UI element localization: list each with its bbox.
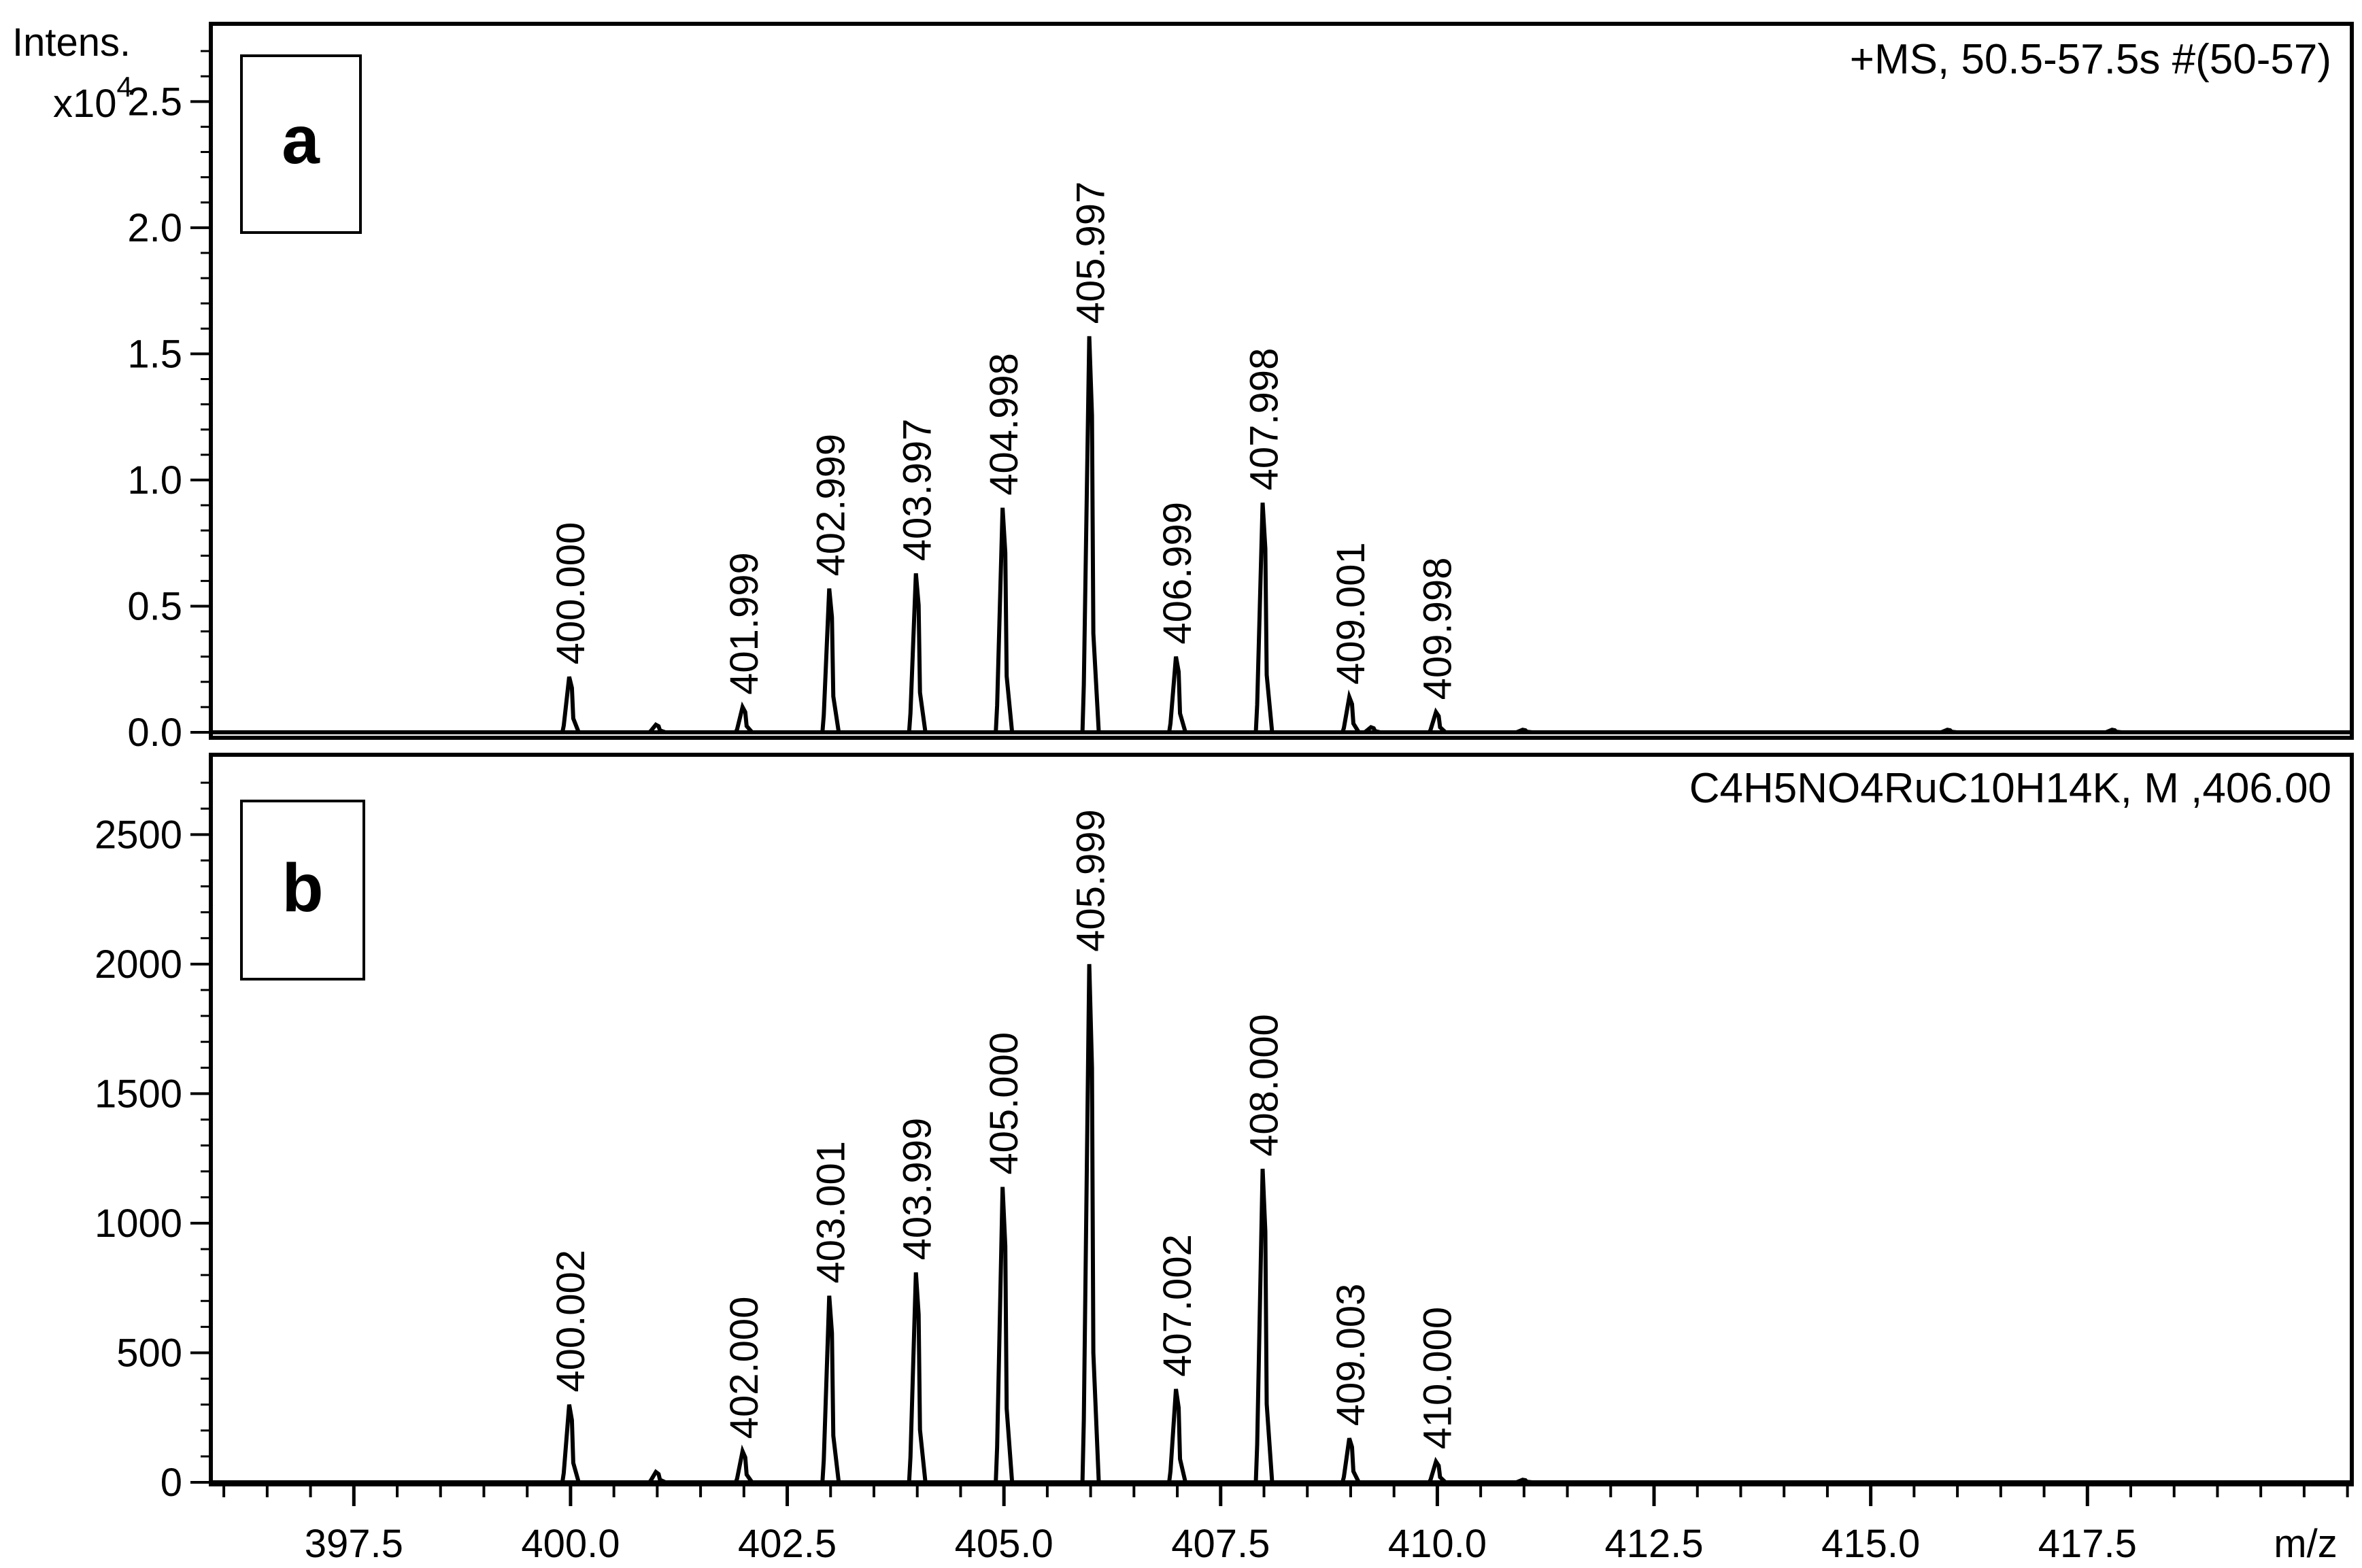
peak-label: 407.002: [1155, 1234, 1200, 1377]
peak-label: 405.999: [1069, 809, 1113, 952]
y-axis-scale-exponent: 4: [117, 71, 133, 103]
x-tick-label: 412.5: [1604, 1522, 1703, 1566]
y-tick-label: 1.5: [127, 332, 182, 376]
peak: [2104, 728, 2122, 734]
x-tick-label: 400.0: [521, 1522, 620, 1566]
x-axis: 397.5 400.0 402.5 405.0 407.5 410.0 412.5 415.0…: [222, 1484, 2349, 1566]
x-tick-label: 410.0: [1388, 1522, 1487, 1566]
y-axes: 0.0 0.5 1.0 1.5 2.0 2.5 0 500 1000 1500 2000 2500: [95, 50, 211, 1505]
x-axis-label: m/z: [2274, 1522, 2337, 1566]
y-axis-label-intensity: Intens.: [12, 20, 131, 65]
peak-label: 405.997: [1069, 182, 1113, 324]
y-tick-label: 0.5: [127, 584, 182, 628]
peak-label: 403.997: [896, 419, 940, 562]
peak-label: 404.998: [982, 353, 1026, 496]
peak: [820, 1295, 841, 1483]
peak-label: 400.002: [549, 1250, 593, 1393]
peak-label: 407.998: [1243, 348, 1287, 491]
peak-label: 403.999: [896, 1118, 940, 1261]
y-tick-label: 1500: [95, 1072, 182, 1116]
panel-a-header: +MS, 50.5-57.5s #(50-57): [1850, 36, 2331, 83]
y-tick-label: 2500: [95, 813, 182, 857]
peak: [1427, 1456, 1447, 1484]
peak: [994, 507, 1015, 733]
x-tick-label: 407.5: [1171, 1522, 1270, 1566]
peak-label: 401.999: [722, 552, 766, 695]
peak: [560, 676, 581, 734]
peak: [1167, 656, 1187, 733]
panel-a-label: a: [282, 102, 320, 178]
peak: [820, 588, 841, 733]
peak-labels: 400.000 401.999 402.999 403.997 404.998 405.9…: [549, 182, 1460, 1450]
peak: [907, 573, 928, 733]
y-axis-scale-base: x10: [53, 82, 117, 126]
x-tick-label: 417.5: [2038, 1522, 2137, 1566]
peak-label: 402.999: [809, 434, 853, 577]
x-tick-label: 397.5: [305, 1522, 403, 1566]
peak: [733, 1444, 754, 1484]
panel-b-label: b: [282, 850, 323, 926]
peak-label: 400.000: [549, 522, 593, 665]
y-tick-label: 1000: [95, 1201, 182, 1246]
peak: [1253, 502, 1275, 733]
y-tick-label: 1.0: [127, 458, 182, 502]
peak: [1340, 1437, 1361, 1484]
y-tick-label: 2000: [95, 942, 182, 987]
peak: [1167, 1388, 1187, 1483]
x-tick-label: 402.5: [738, 1522, 837, 1566]
peak: [994, 1187, 1015, 1483]
y-tick-label: 2.0: [127, 206, 182, 250]
x-tick-label: 405.0: [955, 1522, 1053, 1566]
peak: [1340, 689, 1361, 734]
peak: [1363, 725, 1381, 734]
peak: [647, 722, 667, 734]
peak: [1427, 707, 1447, 734]
panel-a-label-box: [240, 54, 362, 234]
peak: [647, 1469, 667, 1484]
y-axis-scale-label: x104: [53, 71, 133, 126]
y-tick-label: 500: [116, 1331, 182, 1375]
peak: [1940, 728, 1957, 734]
x-tick-label: 415.0: [1821, 1522, 1920, 1566]
spectrum-traces: [211, 336, 2352, 1484]
peak-label: 409.001: [1329, 542, 1373, 685]
peak: [734, 701, 754, 734]
peak: [1515, 728, 1533, 734]
peak: [560, 1404, 581, 1483]
peak-label: 409.003: [1329, 1284, 1373, 1427]
peak-label: 408.000: [1243, 1014, 1287, 1157]
peak: [1253, 1168, 1275, 1483]
y-tick-label: 0.0: [127, 711, 182, 755]
y-tick-label: 0: [161, 1461, 182, 1505]
peak-label: 410.000: [1415, 1307, 1460, 1450]
peak: [907, 1272, 928, 1483]
peak-label: 406.999: [1155, 502, 1200, 645]
peak-label: 405.000: [982, 1032, 1026, 1175]
peak: [1515, 1478, 1533, 1484]
peak: [1080, 964, 1101, 1483]
peak-label: 403.001: [809, 1141, 853, 1284]
y-tick-label: 2.5: [127, 80, 182, 124]
peak: [1080, 336, 1101, 733]
peak-label: 402.000: [722, 1297, 766, 1439]
peak-label: 409.998: [1415, 558, 1460, 700]
panel-b-header: C4H5NO4RuC10H14K, M ,406.00: [1689, 765, 2331, 812]
panel-b-label-box: [240, 800, 365, 981]
panel-a-frame: [209, 22, 2354, 740]
